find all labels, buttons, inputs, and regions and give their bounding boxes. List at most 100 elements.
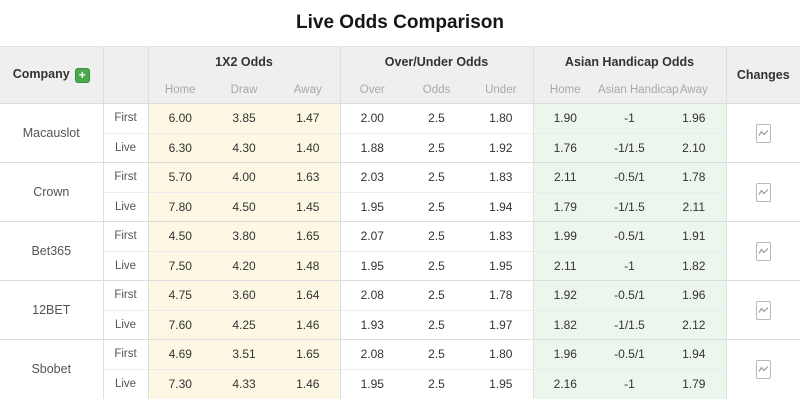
ou-over-cell: 1.93 bbox=[339, 309, 405, 340]
odds-row-first: Sbobet First 4.69 3.51 1.65 2.08 2.5 1.80 1.96 -0… bbox=[0, 339, 800, 399]
company-header-label: Company bbox=[12, 67, 70, 82]
odds-row-live: Live 7.80 4.50 1.45 1.95 2.5 1.94 1.79 -1/1.5 2.1… bbox=[0, 191, 800, 222]
ou-over-cell: 1.95 bbox=[339, 368, 405, 399]
odds-row-first: 12BET First 4.75 3.60 1.64 2.08 2.5 1.78 1.92 -0.… bbox=[0, 280, 800, 340]
odds-row-first: Macauslot First 6.00 3.85 1.47 2.00 2.5 1.80 1.9… bbox=[0, 103, 800, 163]
ah-handicap-cell: -0.5/1 bbox=[597, 280, 663, 310]
x12-draw-cell: 4.00 bbox=[212, 162, 276, 192]
ou-odds-cell: 2.5 bbox=[404, 368, 470, 399]
row-type-header bbox=[102, 46, 148, 104]
subheader-ou-under: Under bbox=[469, 77, 534, 104]
row-type-label: Live bbox=[102, 368, 148, 399]
line-chart-icon bbox=[755, 182, 771, 202]
ah-away-cell: 1.96 bbox=[662, 280, 727, 310]
company-name: 12BET bbox=[0, 280, 103, 340]
line-chart-icon bbox=[755, 359, 771, 379]
subheader-1x2-home: Home bbox=[147, 77, 212, 104]
x12-away-cell: 1.65 bbox=[276, 221, 341, 251]
changes-cell[interactable] bbox=[725, 280, 800, 340]
x12-home-cell: 4.75 bbox=[147, 280, 212, 310]
odds-row-live: Live 6.30 4.30 1.40 1.88 2.5 1.92 1.76 -1/1.5 2.1… bbox=[0, 132, 800, 163]
odds-table-body: Macauslot First 6.00 3.85 1.47 2.00 2.5 1.80 1.9… bbox=[0, 103, 800, 399]
x12-draw-cell: 4.20 bbox=[212, 250, 276, 281]
ou-over-cell: 2.07 bbox=[339, 221, 405, 251]
odds-row-first: Bet365 First 4.50 3.80 1.65 2.07 2.5 1.83 1.99 -0… bbox=[0, 221, 800, 281]
ou-over-cell: 1.88 bbox=[339, 132, 405, 163]
ah-handicap-cell: -1 bbox=[597, 250, 663, 281]
add-company-button[interactable]: + bbox=[74, 67, 90, 83]
row-type-label: Live bbox=[102, 250, 148, 281]
row-type-label: First bbox=[102, 221, 148, 251]
ah-handicap-cell: -1/1.5 bbox=[597, 309, 663, 340]
changes-cell[interactable] bbox=[725, 221, 800, 281]
row-type-label: First bbox=[102, 103, 148, 133]
x12-home-cell: 7.60 bbox=[147, 309, 212, 340]
ah-home-cell: 2.16 bbox=[532, 368, 598, 399]
odds-row-live: Live 7.60 4.25 1.46 1.93 2.5 1.97 1.82 -1/1.5 2.1… bbox=[0, 309, 800, 340]
x12-home-cell: 5.70 bbox=[147, 162, 212, 192]
ah-away-cell: 1.96 bbox=[662, 103, 727, 133]
subheader-ah-handicap: Asian Handicap bbox=[597, 77, 679, 104]
ou-odds-cell: 2.5 bbox=[404, 191, 470, 222]
ou-under-cell: 1.95 bbox=[469, 250, 534, 281]
group-header-1x2: 1X2 Odds bbox=[147, 46, 341, 78]
ah-handicap-cell: -1/1.5 bbox=[597, 191, 663, 222]
x12-home-cell: 4.69 bbox=[147, 339, 212, 369]
header-sub-row: Home Draw Away Over Odds Under Home Asia… bbox=[0, 77, 800, 104]
row-type-label: Live bbox=[102, 132, 148, 163]
ah-handicap-cell: -0.5/1 bbox=[597, 221, 663, 251]
ou-under-cell: 1.83 bbox=[469, 162, 534, 192]
row-type-label: Live bbox=[102, 309, 148, 340]
changes-header: Changes bbox=[725, 46, 800, 104]
ah-away-cell: 1.94 bbox=[662, 339, 727, 369]
ah-home-cell: 1.79 bbox=[532, 191, 598, 222]
ou-odds-cell: 2.5 bbox=[404, 132, 470, 163]
ah-home-cell: 2.11 bbox=[532, 162, 598, 192]
x12-home-cell: 4.50 bbox=[147, 221, 212, 251]
x12-home-cell: 6.00 bbox=[147, 103, 212, 133]
x12-draw-cell: 4.25 bbox=[212, 309, 276, 340]
x12-away-cell: 1.47 bbox=[276, 103, 341, 133]
ah-home-cell: 1.90 bbox=[532, 103, 598, 133]
ah-handicap-cell: -1 bbox=[597, 368, 663, 399]
x12-home-cell: 7.80 bbox=[147, 191, 212, 222]
company-name: Sbobet bbox=[0, 339, 103, 399]
ah-home-cell: 1.96 bbox=[532, 339, 598, 369]
odds-row-live: Live 7.50 4.20 1.48 1.95 2.5 1.95 2.11 -1 1.82 bbox=[0, 250, 800, 281]
x12-away-cell: 1.45 bbox=[276, 191, 341, 222]
ou-odds-cell: 2.5 bbox=[404, 250, 470, 281]
changes-cell[interactable] bbox=[725, 103, 800, 163]
ou-odds-cell: 2.5 bbox=[404, 280, 470, 310]
x12-away-cell: 1.40 bbox=[276, 132, 341, 163]
ah-home-cell: 1.92 bbox=[532, 280, 598, 310]
header-group-row: Company + 1X2 Odds Over/Under Odds Asian … bbox=[0, 46, 800, 104]
ou-under-cell: 1.83 bbox=[469, 221, 534, 251]
ou-under-cell: 1.78 bbox=[469, 280, 534, 310]
changes-cell[interactable] bbox=[725, 162, 800, 222]
ou-odds-cell: 2.5 bbox=[404, 162, 470, 192]
page-title: Live Odds Comparison bbox=[296, 12, 504, 33]
ou-under-cell: 1.80 bbox=[469, 339, 534, 369]
ah-handicap-cell: -0.5/1 bbox=[597, 339, 663, 369]
ah-handicap-cell: -1 bbox=[597, 103, 663, 133]
subheader-ah-away: Away bbox=[662, 77, 727, 104]
row-type-label: First bbox=[102, 339, 148, 369]
odds-table: Company + 1X2 Odds Over/Under Odds Asian … bbox=[0, 46, 800, 399]
ou-odds-cell: 2.5 bbox=[404, 309, 470, 340]
ou-under-cell: 1.92 bbox=[469, 132, 534, 163]
ou-odds-cell: 2.5 bbox=[404, 339, 470, 369]
ah-away-cell: 2.11 bbox=[662, 191, 727, 222]
ah-away-cell: 2.12 bbox=[662, 309, 727, 340]
company-name: Bet365 bbox=[0, 221, 103, 281]
x12-away-cell: 1.63 bbox=[276, 162, 341, 192]
company-name: Macauslot bbox=[0, 103, 103, 163]
subheader-1x2-away: Away bbox=[276, 77, 341, 104]
subheader-ou-odds: Odds bbox=[404, 77, 470, 104]
x12-away-cell: 1.46 bbox=[276, 368, 341, 399]
changes-cell[interactable] bbox=[725, 339, 800, 399]
x12-away-cell: 1.64 bbox=[276, 280, 341, 310]
ou-under-cell: 1.94 bbox=[469, 191, 534, 222]
x12-away-cell: 1.46 bbox=[276, 309, 341, 340]
subheader-1x2-draw: Draw bbox=[212, 77, 276, 104]
group-header-over-under: Over/Under Odds bbox=[339, 46, 534, 78]
